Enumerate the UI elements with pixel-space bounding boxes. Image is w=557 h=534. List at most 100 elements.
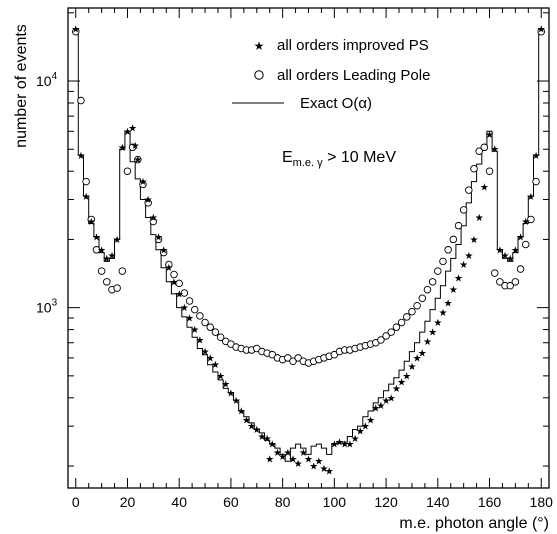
leading-pole-point: [77, 96, 85, 105]
leading-pole-point: [92, 246, 101, 254]
improved-ps-point: ★: [330, 440, 339, 451]
improved-ps-point: ★: [242, 415, 251, 426]
y-axis-label: number of events: [13, 24, 30, 148]
leading-pole-point: [113, 284, 121, 292]
improved-ps-point: ★: [221, 380, 230, 391]
leading-pole-point: [175, 279, 183, 288]
improved-ps-point: ★: [263, 434, 272, 445]
improved-ps-point: ★: [428, 328, 437, 339]
legend-label: all orders improved PS: [277, 37, 429, 54]
leading-pole-point: [103, 278, 111, 286]
leading-pole-point: [82, 177, 90, 186]
leading-pole-point: [72, 27, 80, 36]
improved-ps-point: ★: [376, 401, 385, 412]
improved-ps-point: ★: [154, 232, 163, 243]
leading-pole-point: [206, 323, 214, 331]
leading-pole-point: [480, 143, 489, 152]
improved-ps-point: ★: [418, 349, 427, 360]
leading-pole-point: [387, 328, 396, 336]
x-tick-label: 140: [426, 494, 450, 510]
improved-ps-point: ★: [232, 396, 241, 407]
leading-pole-point: [521, 240, 530, 249]
improved-ps-point: ★: [170, 277, 179, 288]
improved-ps-point: ★: [139, 177, 148, 188]
improved-ps-point: ★: [361, 422, 370, 433]
improved-ps-point: ★: [356, 427, 365, 438]
improved-ps-point: ★: [309, 462, 318, 473]
leading-pole-point: [123, 167, 132, 175]
leading-pole-point: [465, 186, 473, 194]
leading-pole-point: [506, 281, 514, 290]
improved-ps-point: ★: [180, 303, 189, 314]
legend-star-swatch: ★: [254, 39, 265, 53]
improved-ps-point: ★: [211, 360, 220, 371]
improved-ps-point: ★: [464, 251, 473, 262]
improved-ps-point: ★: [314, 457, 323, 468]
improved-ps-point: ★: [195, 335, 204, 346]
leading-pole-point: [475, 147, 483, 155]
leading-pole-point: [392, 323, 401, 331]
plot-frame: [67, 7, 550, 489]
leading-pole-point: [423, 285, 432, 294]
x-tick-label: 0: [72, 494, 80, 510]
x-axis-label: m.e. photon angle (°): [399, 515, 549, 532]
legend-label: all orders Leading Pole: [277, 67, 430, 84]
x-tick-label: 180: [530, 494, 554, 510]
improved-ps-point: ★: [423, 337, 432, 348]
histogram-exact-line: [73, 28, 544, 462]
improved-ps-point: ★: [325, 467, 334, 478]
improved-ps-point: ★: [164, 263, 173, 274]
improved-ps-point: ★: [470, 235, 479, 246]
leading-pole-point: [201, 318, 209, 327]
improved-ps-point: ★: [128, 124, 137, 135]
leading-pole-point: [185, 297, 194, 305]
leading-pole-point: [87, 215, 96, 224]
leading-pole-point: [180, 289, 189, 297]
improved-ps-point: ★: [516, 232, 525, 243]
leading-pole-point: [97, 267, 106, 275]
series-layer: ★★★★★★★★★★★★★★★★★★★★★★★★★★★★★★★★★★★★★★★★…: [71, 24, 545, 477]
leading-pole-point: [216, 333, 225, 342]
improved-ps-point: ★: [506, 254, 515, 265]
improved-ps-point: ★: [387, 393, 396, 404]
improved-ps-point: ★: [82, 192, 91, 203]
improved-ps-point: ★: [397, 377, 406, 388]
improved-ps-point: ★: [87, 217, 96, 228]
leading-pole-point: [377, 336, 385, 344]
improved-ps-point: ★: [118, 143, 127, 154]
improved-ps-point: ★: [216, 371, 225, 382]
improved-ps-point: ★: [252, 425, 261, 436]
improved-ps-point: ★: [206, 353, 215, 364]
leading-pole-point: [289, 357, 297, 366]
improved-ps-point: ★: [294, 459, 303, 470]
improved-ps-point: ★: [407, 362, 416, 373]
annotation-subscript: m.e. γ: [293, 157, 323, 169]
leading-pole-point: [444, 246, 452, 254]
improved-ps-point: ★: [459, 260, 468, 271]
improved-ps-point: ★: [454, 274, 463, 285]
improved-ps-point: ★: [392, 384, 401, 395]
improved-ps-point: ★: [485, 130, 494, 141]
leading-pole-point: [284, 354, 292, 362]
leading-pole-point: [418, 294, 427, 303]
leading-pole-point: [128, 143, 137, 152]
x-tick-label: 40: [171, 494, 187, 510]
improved-ps-point: ★: [265, 454, 274, 465]
leading-pole-point: [149, 217, 158, 226]
x-tick-label: 80: [275, 494, 291, 510]
improved-ps-point: ★: [526, 192, 535, 203]
y-tick-label: 104: [36, 71, 58, 89]
leading-pole-point: [449, 235, 458, 244]
legend-circle-swatch: [254, 70, 264, 80]
improved-ps-point: ★: [320, 464, 329, 475]
improved-ps-point: ★: [351, 434, 360, 445]
leading-pole-point: [170, 270, 178, 279]
improved-ps-point: ★: [480, 183, 489, 194]
leading-pole-point: [454, 221, 463, 230]
leading-pole-point: [154, 235, 163, 244]
improved-ps-point: ★: [257, 432, 266, 443]
leading-pole-point: [537, 27, 545, 36]
leading-pole-point: [144, 199, 152, 207]
